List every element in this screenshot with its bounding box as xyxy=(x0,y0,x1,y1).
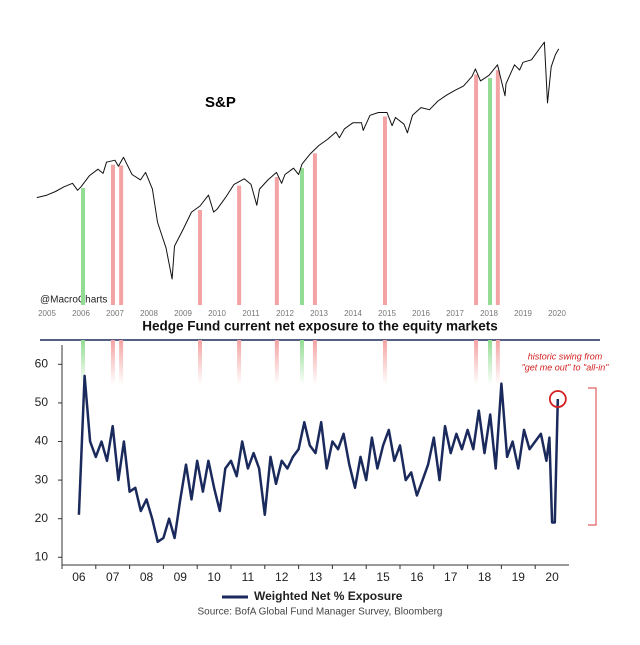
highlight-band xyxy=(382,340,387,385)
highlight-band xyxy=(198,209,202,305)
highlight-band xyxy=(110,340,115,385)
x-tick-label: 2013 xyxy=(310,309,328,318)
highlight-band xyxy=(382,116,387,305)
x-tick-label: 12 xyxy=(275,570,289,584)
highlight-band xyxy=(274,340,279,385)
highlight-band xyxy=(300,168,304,305)
highlight-band xyxy=(237,185,242,305)
x-tick-label: 19 xyxy=(512,570,526,584)
lower-title: Hedge Fund current net exposure to the e… xyxy=(142,319,498,334)
y-tick-label: 20 xyxy=(35,511,49,525)
x-tick-label: 2016 xyxy=(412,309,430,318)
source: Source: BofA Global Fund Manager Survey,… xyxy=(198,607,443,618)
highlight-band xyxy=(300,340,304,385)
legend-label: Weighted Net % Exposure xyxy=(254,589,403,603)
highlight-band xyxy=(198,340,202,385)
exposure-line xyxy=(77,374,560,544)
x-tick-label: 17 xyxy=(444,570,458,584)
highlight-band xyxy=(474,340,479,385)
bracket xyxy=(588,387,597,526)
highlight-band xyxy=(488,78,493,306)
highlight-circle xyxy=(548,390,567,408)
sp-label: S&P xyxy=(205,94,236,111)
x-tick-label: 2020 xyxy=(548,309,566,318)
x-tick-label: 2005 xyxy=(38,309,56,318)
y-tick-label: 10 xyxy=(35,549,49,563)
x-tick-label: 2014 xyxy=(344,309,362,318)
highlight-band xyxy=(312,340,317,385)
x-tick-label: 18 xyxy=(478,570,492,584)
highlight-band xyxy=(81,340,86,385)
highlight-band xyxy=(119,340,124,385)
highlight-band xyxy=(495,340,500,385)
x-tick-label: 06 xyxy=(72,570,86,584)
y-tick-label: 50 xyxy=(35,395,49,409)
highlight-band xyxy=(237,340,242,385)
highlight-band xyxy=(110,164,115,305)
highlight-band xyxy=(312,153,317,305)
x-tick-label: 11 xyxy=(242,570,255,584)
sp-line xyxy=(36,41,560,280)
x-tick-label: 2009 xyxy=(174,309,192,318)
credit: @MacroCharts xyxy=(40,295,107,306)
highlight-band xyxy=(488,340,493,385)
x-tick-label: 08 xyxy=(140,570,154,584)
x-tick-label: 09 xyxy=(174,570,188,584)
x-tick-label: 10 xyxy=(207,570,221,584)
highlight-band xyxy=(119,165,124,305)
x-tick-label: 2012 xyxy=(276,309,294,318)
x-tick-label: 2008 xyxy=(140,309,158,318)
x-tick-label: 2007 xyxy=(106,309,124,318)
x-tick-label: 20 xyxy=(545,570,559,584)
annotation: historic swing from xyxy=(528,351,603,361)
x-tick-label: 16 xyxy=(410,570,424,584)
highlight-band xyxy=(495,70,500,306)
x-tick-label: 2015 xyxy=(378,309,396,318)
x-tick-label: 14 xyxy=(343,570,357,584)
x-tick-label: 2010 xyxy=(208,309,226,318)
x-tick-label: 07 xyxy=(106,570,120,584)
highlight-band xyxy=(474,74,479,306)
x-tick-label: 2019 xyxy=(514,309,532,318)
x-tick-label: 2017 xyxy=(446,309,464,318)
annotation: "get me out" to "all-in" xyxy=(522,362,610,372)
x-tick-label: 2018 xyxy=(480,309,498,318)
x-tick-label: 2006 xyxy=(72,309,90,318)
highlight-band xyxy=(274,177,279,305)
y-tick-label: 30 xyxy=(35,472,49,486)
x-tick-label: 2011 xyxy=(242,309,260,318)
y-tick-label: 60 xyxy=(35,356,49,370)
x-tick-label: 15 xyxy=(376,570,390,584)
highlight-band xyxy=(81,188,86,305)
y-tick-label: 40 xyxy=(35,434,49,448)
x-tick-label: 13 xyxy=(309,570,323,584)
